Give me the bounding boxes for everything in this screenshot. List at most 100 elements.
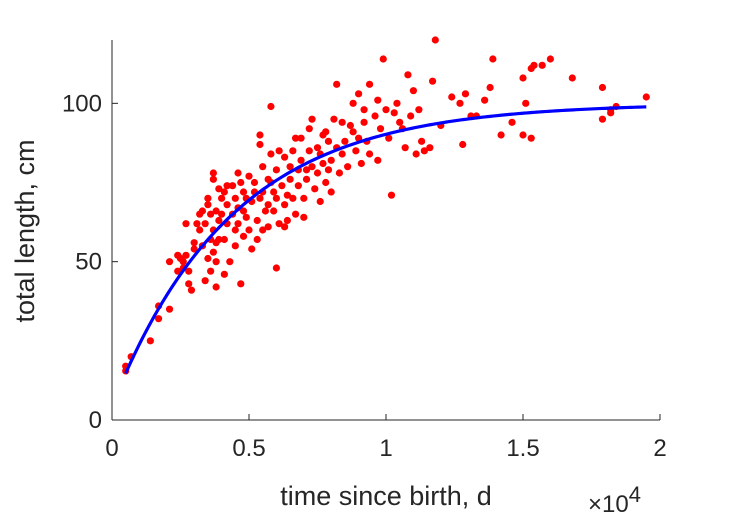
data-point [302,175,311,183]
data-point [294,182,302,190]
data-point [365,150,374,158]
data-point [365,80,374,88]
data-point [390,109,398,117]
data-point [374,156,382,164]
data-point [215,185,223,193]
data-point [272,166,280,174]
data-point [291,134,300,142]
data-point [349,128,357,136]
data-point [250,178,259,187]
data-point [316,197,324,206]
data-point [267,150,275,158]
data-point [291,210,300,218]
data-point [407,112,415,120]
data-point [278,182,286,190]
data-point [182,220,190,228]
data-point [319,159,327,168]
data-point [344,163,352,171]
data-point [489,55,497,63]
data-point [259,163,267,171]
x-tick-label: 2 [653,435,666,462]
data-point [311,185,319,193]
data-point [204,194,212,202]
data-point [220,270,228,278]
data-point [215,235,223,244]
y-tick-label: 0 [89,407,102,434]
data-point [428,77,437,85]
data-point [401,144,409,152]
x-tick-label: 0.5 [232,435,265,462]
data-point [305,125,313,133]
data-point [530,61,538,69]
data-point [418,137,426,145]
data-point [338,150,346,158]
data-point [486,83,494,92]
fit-curve-group [124,105,647,374]
data-point [382,106,390,114]
data-point [385,134,393,142]
data-point [228,182,237,190]
data-point [248,245,256,253]
data-point [431,36,439,44]
data-point [396,118,404,126]
data-point [497,131,505,139]
data-point [245,172,253,180]
data-point [256,131,264,139]
data-point [322,178,330,187]
data-point [245,226,253,234]
data-point [212,207,220,215]
axes: 0 0.5 1 1.5 2 0 50 100 [62,40,667,462]
x-exponent-label: ×104 [588,482,641,518]
data-point [165,258,174,266]
data-point [272,264,280,272]
data-point [215,216,223,225]
x-tick-label: 1.5 [506,435,539,462]
data-point [283,191,291,199]
data-point [212,283,220,291]
data-point [349,99,357,107]
data-point [185,267,193,275]
data-point [226,258,234,266]
data-point [193,220,201,228]
data-point [209,169,217,177]
data-point [546,55,555,63]
data-point [642,93,650,101]
data-point [371,112,379,120]
data-point [360,106,368,114]
data-point [239,232,248,240]
x-exponent-base: ×10 [588,491,629,518]
data-point [242,213,250,221]
data-point [330,115,338,123]
y-tick-label: 100 [62,90,102,117]
data-point [281,201,289,209]
data-point [302,166,311,174]
y-tick-label: 50 [75,249,102,276]
data-point [387,191,396,199]
data-point [281,153,289,161]
data-point [313,144,322,152]
data-point [393,99,401,107]
data-point [261,207,270,215]
data-point [204,201,212,209]
data-point [448,93,456,101]
data-point [264,201,272,209]
data-point [198,207,207,215]
data-point [270,188,278,196]
data-point [204,254,212,263]
data-point [404,71,412,79]
data-point [256,140,264,149]
data-point [146,337,154,345]
data-point [420,147,428,155]
data-point [376,125,385,133]
data-point [270,207,278,215]
data-point [234,169,242,177]
data-point [289,147,297,155]
data-point [426,144,434,152]
data-point [338,118,346,126]
data-point [461,90,470,98]
data-point [237,280,245,288]
data-point [289,194,297,202]
data-point [231,242,239,250]
data-point [322,128,330,136]
data-point [352,147,360,155]
